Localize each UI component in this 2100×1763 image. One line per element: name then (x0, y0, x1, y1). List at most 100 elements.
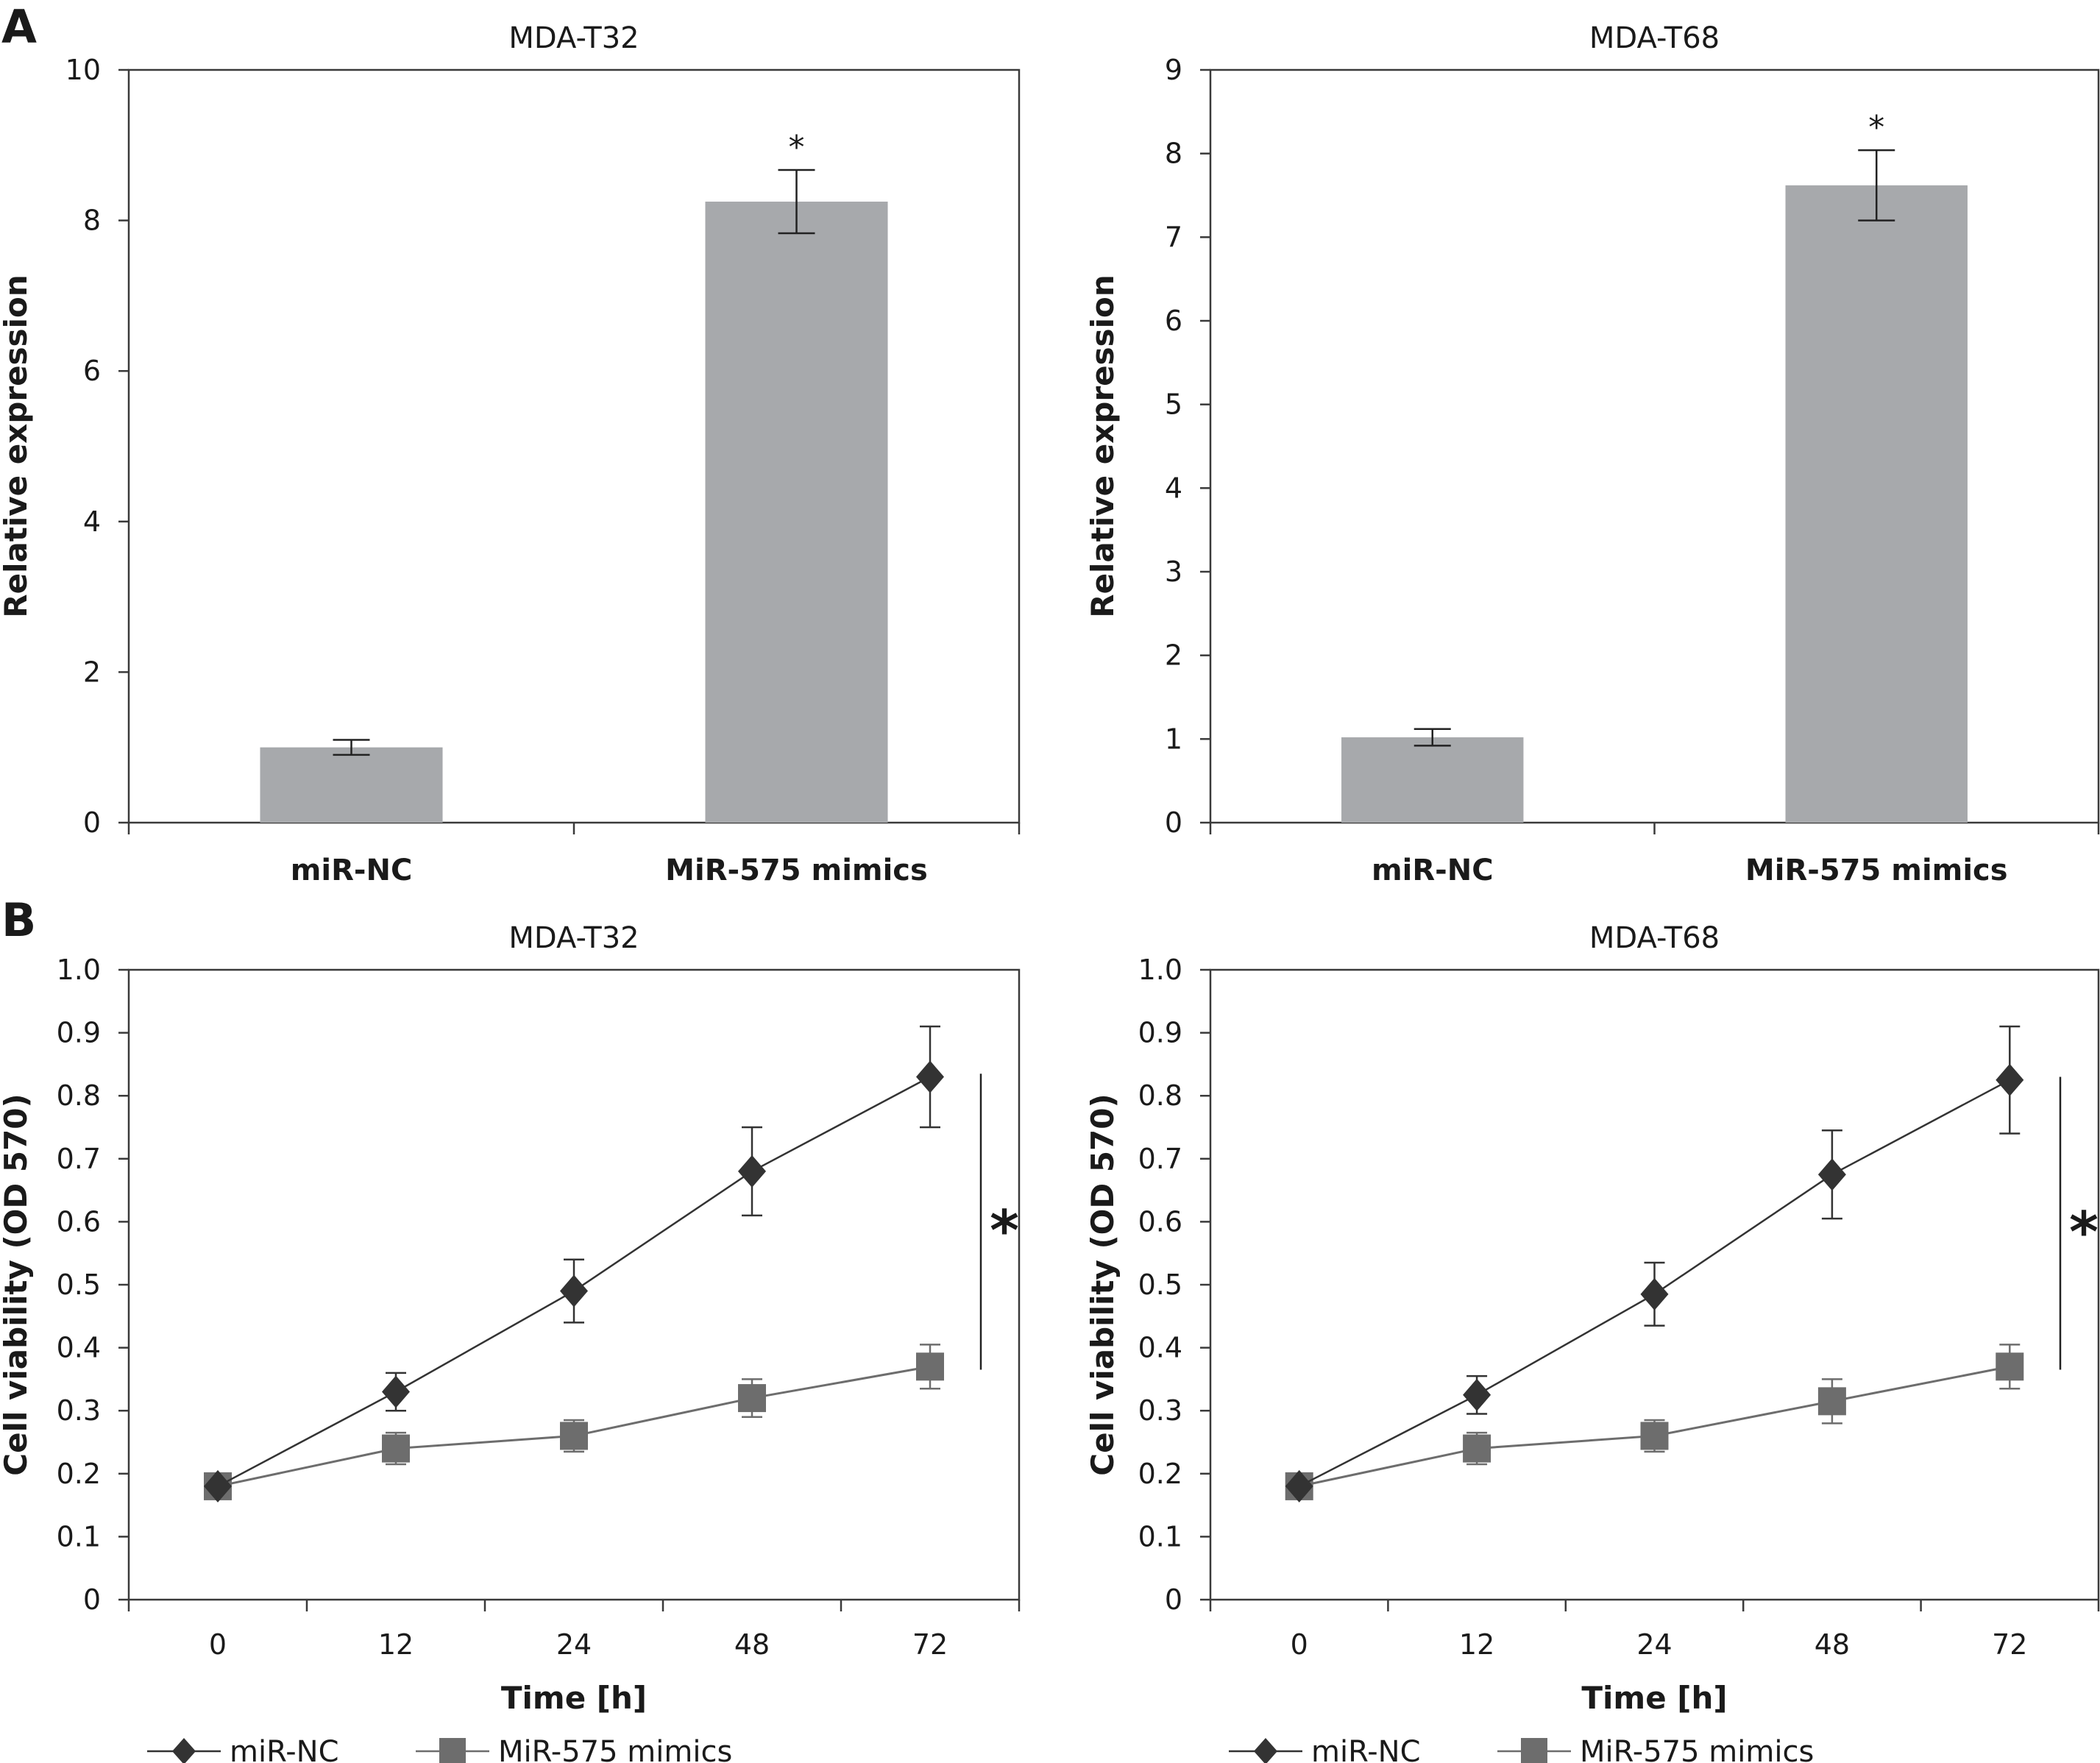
x-tick-label: 48 (734, 1628, 770, 1661)
y-axis-label: Cell viability (OD 570) (0, 1093, 34, 1475)
line-chart-mda-t68: MDA-T68 0 0.1 0.2 0.3 0.4 0.5 0.6 0.7 0.8 0.9 1.0 Ce… (1085, 921, 2100, 1763)
data-point-mir-nc (1640, 1277, 1669, 1310)
bar-chart-mda-t32: MDA-T32 0 2 4 6 8 10 Relative expression miR-NC *… (0, 21, 1021, 887)
y-tick-label: 0.4 (57, 1332, 101, 1364)
panel-label-a: A (1, 0, 37, 54)
data-point-mir-575-mimics (382, 1434, 410, 1463)
data-point-mir-575-mimics (1640, 1422, 1669, 1450)
legend-marker-mir-575-mimics (1521, 1738, 1547, 1763)
data-point-mir-nc (382, 1375, 410, 1408)
y-tick-label: 0.8 (57, 1079, 101, 1112)
y-axis-label: Cell viability (OD 570) (1085, 1093, 1121, 1475)
x-tick-label: 0 (1291, 1628, 1308, 1661)
significance-marker: * (789, 129, 805, 166)
y-tick-label: 0 (1165, 1583, 1182, 1616)
legend-label-mir-nc: miR-NC (1311, 1735, 1421, 1763)
y-tick-label: 10 (65, 54, 101, 86)
y-tick-label: 1 (1165, 723, 1182, 755)
y-tick-label: 1.0 (1138, 954, 1182, 986)
legend-marker-mir-575-mimics (439, 1738, 466, 1763)
data-point-mir-575-mimics (1817, 1387, 1846, 1416)
y-tick-label: 7 (1165, 221, 1182, 253)
significance-marker: * (1868, 109, 1884, 146)
data-point-mir-nc (1463, 1378, 1491, 1411)
legend-marker-mir-nc (172, 1738, 196, 1763)
chart-title: MDA-T68 (1589, 921, 1720, 955)
data-point-mir-nc (1285, 1469, 1313, 1503)
chart-title: MDA-T32 (508, 921, 639, 955)
x-tick-label: 24 (556, 1628, 592, 1661)
y-tick-label: 0.8 (1138, 1079, 1182, 1112)
y-tick-label: 8 (1165, 138, 1182, 170)
legend-label-mir-nc: miR-NC (230, 1735, 339, 1763)
chart-title: MDA-T32 (508, 21, 639, 55)
data-point-mir-575-mimics (916, 1352, 944, 1381)
x-category-label: MiR-575 mimics (665, 854, 928, 887)
y-tick-label: 0.2 (1138, 1458, 1182, 1490)
y-tick-label: 0.9 (1138, 1017, 1182, 1049)
data-point-mir-nc (1996, 1063, 2024, 1096)
y-tick-label: 1.0 (57, 954, 101, 986)
y-tick-label: 4 (83, 506, 101, 538)
x-axis-label: Time [h] (1581, 1680, 1727, 1716)
x-tick-label: 24 (1636, 1628, 1672, 1661)
y-tick-label: 2 (83, 656, 101, 688)
y-tick-label: 0.7 (57, 1143, 101, 1175)
legend-label-mir-575-mimics: MiR-575 mimics (498, 1735, 732, 1763)
data-point-mir-575-mimics (1463, 1434, 1491, 1463)
x-tick-label: 0 (209, 1628, 227, 1661)
y-tick-label: 8 (83, 205, 101, 237)
y-tick-label: 0.2 (57, 1458, 101, 1490)
y-tick-label: 0.5 (1138, 1269, 1182, 1301)
y-tick-label: 0.9 (57, 1017, 101, 1049)
y-tick-label: 0.1 (57, 1520, 101, 1553)
y-tick-label: 3 (1165, 556, 1182, 588)
y-tick-label: 0.4 (1138, 1332, 1182, 1364)
y-axis-label: Relative expression (1085, 274, 1121, 618)
y-tick-label: 0.3 (1138, 1394, 1182, 1427)
y-tick-label: 0.3 (57, 1394, 101, 1427)
data-point-mir-nc (738, 1154, 766, 1188)
legend-label-mir-575-mimics: MiR-575 mimics (1580, 1735, 1814, 1763)
y-tick-label: 0.1 (1138, 1520, 1182, 1553)
x-axis-label: Time [h] (501, 1680, 647, 1716)
x-tick-label: 72 (1992, 1628, 2027, 1661)
bar (1341, 737, 1524, 823)
y-tick-label: 0 (83, 806, 101, 839)
y-tick-label: 0.6 (1138, 1205, 1182, 1238)
data-point-mir-575-mimics (560, 1422, 588, 1450)
y-tick-label: 4 (1165, 472, 1182, 504)
x-tick-label: 12 (378, 1628, 414, 1661)
y-tick-label: 0 (83, 1583, 101, 1616)
significance-marker: * (2069, 1199, 2099, 1265)
bar (260, 747, 443, 823)
y-tick-label: 2 (1165, 639, 1182, 672)
y-tick-label: 0.6 (57, 1205, 101, 1238)
y-tick-label: 6 (83, 355, 101, 387)
x-tick-label: 12 (1459, 1628, 1494, 1661)
panel-label-b: B (1, 893, 36, 947)
x-tick-label: 48 (1815, 1628, 1850, 1661)
y-tick-label: 0.5 (57, 1269, 101, 1301)
y-tick-label: 9 (1165, 54, 1182, 86)
data-point-mir-nc (1817, 1158, 1846, 1191)
x-category-label: miR-NC (1372, 854, 1494, 887)
x-category-label: miR-NC (291, 854, 413, 887)
data-point-mir-575-mimics (1996, 1352, 2024, 1381)
y-tick-label: 0.7 (1138, 1143, 1182, 1175)
data-point-mir-nc (204, 1469, 232, 1503)
x-tick-label: 72 (912, 1628, 948, 1661)
y-tick-label: 0 (1165, 806, 1182, 839)
y-tick-label: 6 (1165, 305, 1182, 337)
data-point-mir-nc (916, 1060, 944, 1093)
chart-title: MDA-T68 (1589, 21, 1720, 55)
bar-chart-mda-t68: MDA-T68 0 1 2 3 4 5 6 7 8 9 Relative expression miR-… (1085, 21, 2100, 887)
bar (1785, 185, 1968, 823)
legend-marker-mir-nc (1254, 1738, 1277, 1763)
data-point-mir-575-mimics (738, 1384, 766, 1413)
bar (705, 202, 888, 823)
data-point-mir-nc (560, 1274, 588, 1308)
x-category-label: MiR-575 mimics (1745, 854, 2008, 887)
y-axis-label: Relative expression (0, 274, 34, 618)
